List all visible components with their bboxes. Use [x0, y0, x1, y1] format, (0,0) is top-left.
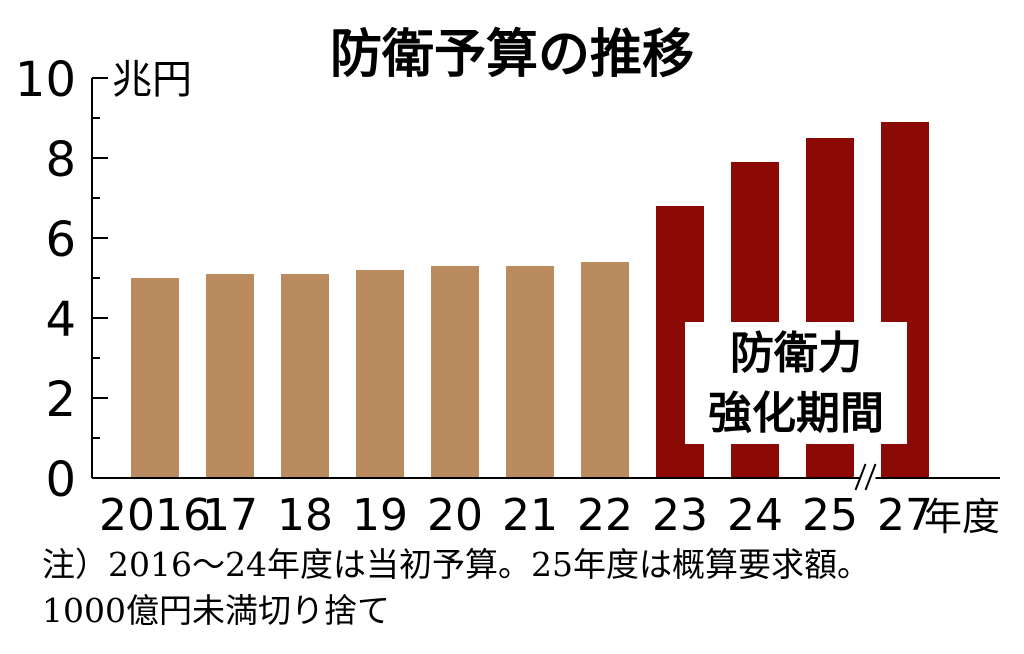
annotation-line-1: 防衛力 [730, 328, 862, 379]
chart-title: 防衛予算の推移 [330, 25, 694, 85]
x-tick-label: 25 [802, 490, 858, 541]
y-tick-label: 8 [45, 132, 76, 188]
y-axis-ticks: 0 2 4 6 8 10 [15, 52, 108, 508]
bar-20 [431, 266, 479, 478]
annotation-line-2: 強化期間 [708, 388, 884, 439]
axes [91, 78, 1000, 479]
x-tick-label: 27 [877, 490, 933, 541]
x-axis-unit: 年度 [924, 495, 1000, 539]
x-tick-label: 20 [427, 490, 483, 541]
bar-19 [356, 270, 404, 478]
x-tick-label: 2016 [99, 490, 211, 541]
y-tick-label: 10 [15, 52, 76, 108]
y-tick-label: 0 [45, 452, 76, 508]
bar-17 [206, 274, 254, 478]
bar-2016 [131, 278, 179, 478]
axis-break-mark [854, 463, 877, 492]
x-tick-label: 17 [202, 490, 258, 541]
bar-18 [281, 274, 329, 478]
x-tick-label: 24 [727, 490, 783, 541]
footnote-line-2: 1000億円未満切り捨て [42, 591, 390, 630]
y-tick-label: 6 [45, 212, 76, 268]
y-axis-unit: 兆円 [112, 57, 192, 103]
annotation-box [685, 322, 907, 444]
x-tick-label: 23 [652, 490, 708, 541]
x-tick-label: 22 [577, 490, 633, 541]
footnote-line-1: 注）2016～24年度は当初予算。25年度は概算要求額。 [42, 545, 870, 584]
bar-22 [581, 262, 629, 478]
x-tick-label: 19 [352, 490, 408, 541]
x-tick-label: 18 [277, 490, 333, 541]
y-tick-label: 2 [45, 372, 76, 428]
bar-21 [506, 266, 554, 478]
x-tick-label: 21 [502, 490, 558, 541]
y-tick-label: 4 [45, 292, 76, 348]
